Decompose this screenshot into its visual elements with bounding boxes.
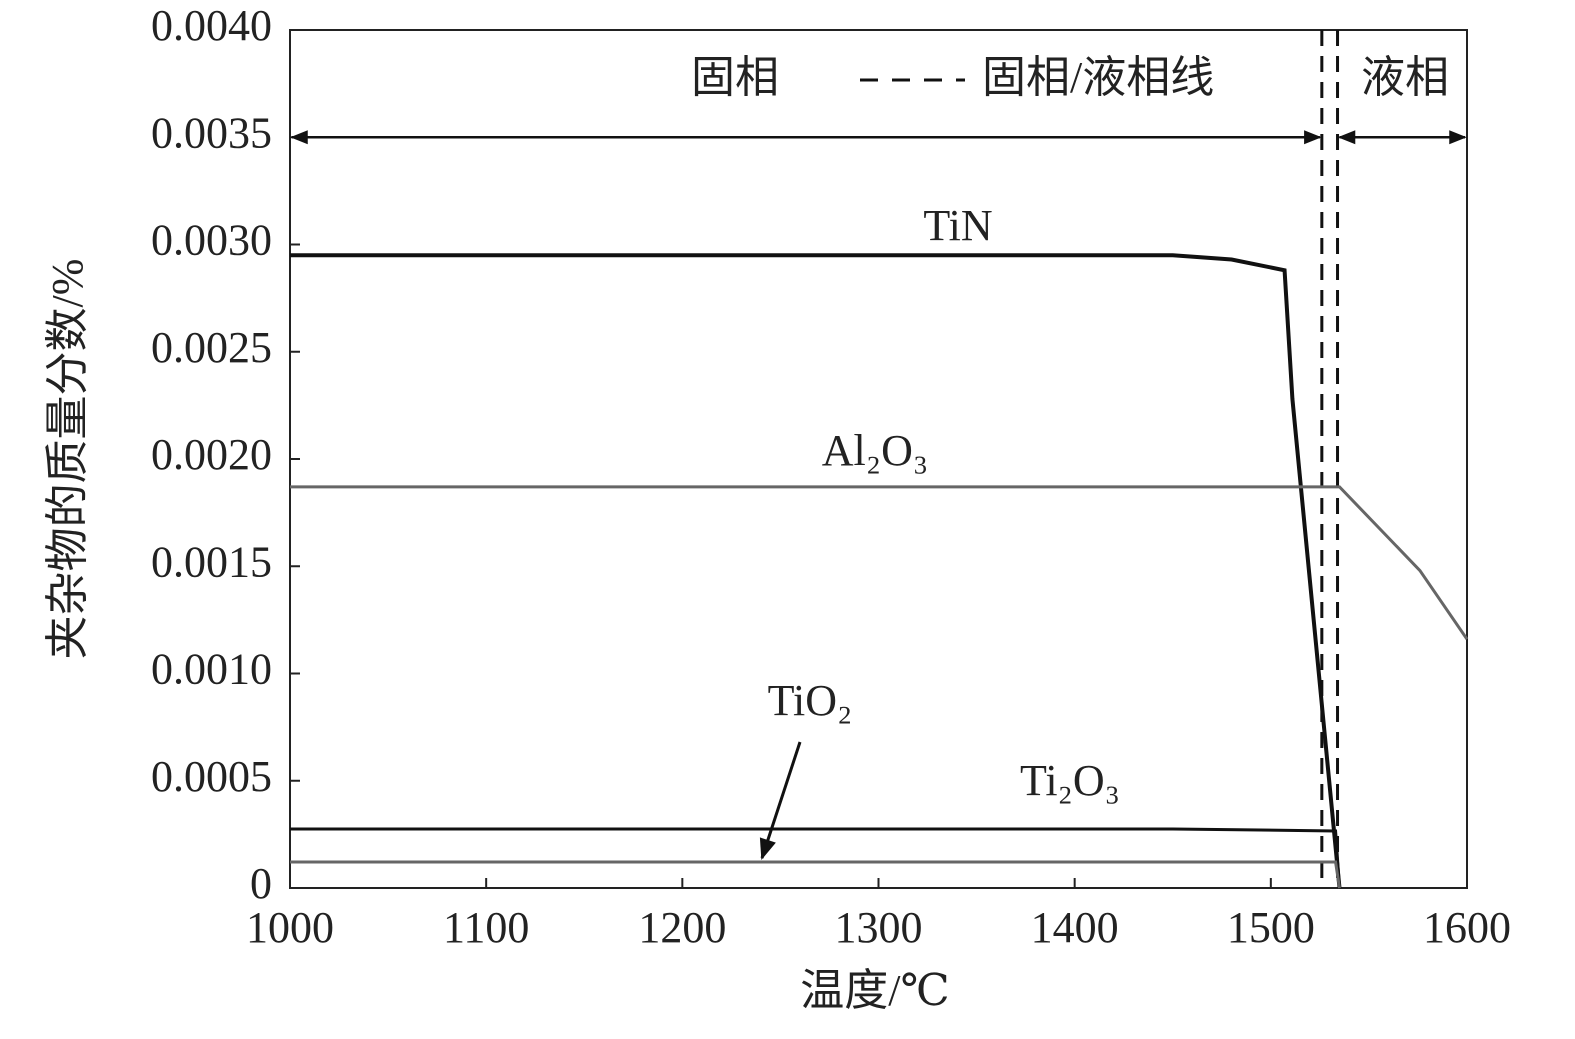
x-tick-label: 1200 [638,903,726,952]
y-tick-label: 0.0010 [151,645,272,694]
pointer-arrow [759,741,802,860]
y-tick-label: 0.0025 [151,323,272,372]
x-tick-label: 1400 [1031,903,1119,952]
series-label: Ti₂O₃ [1020,756,1120,805]
annotation-solid: 固相 [691,53,779,102]
y-tick-label: 0.0020 [151,430,272,479]
series-line [290,860,1341,889]
x-tick-label: 1500 [1227,903,1315,952]
x-tick-label: 1300 [835,903,923,952]
y-tick-label: 0 [250,859,272,908]
y-tick-label: 0.0035 [151,108,272,157]
series-label: Al₂O₃ [822,426,928,475]
series-line [290,827,1341,889]
y-tick-label: 0.0040 [151,1,272,50]
x-axis-title: 温度/℃ [800,966,949,1015]
x-tick-label: 1000 [246,903,334,952]
x-tick-label: 1600 [1423,903,1511,952]
y-axis-title: 夹杂物的质量分数/% [43,259,92,660]
y-tick-label: 0.0015 [151,537,272,586]
x-tick-label: 1100 [443,903,529,952]
series-line [290,253,1342,889]
y-tick-label: 0.0005 [151,752,272,801]
y-tick-label: 0.0030 [151,216,272,265]
series-line [290,485,1469,641]
series-label: TiN [923,201,992,250]
series-label: TiO₂ [768,676,853,725]
annotation-liquid: 液相 [1361,53,1449,102]
annotation-boundary: 固相/液相线 [982,53,1214,102]
